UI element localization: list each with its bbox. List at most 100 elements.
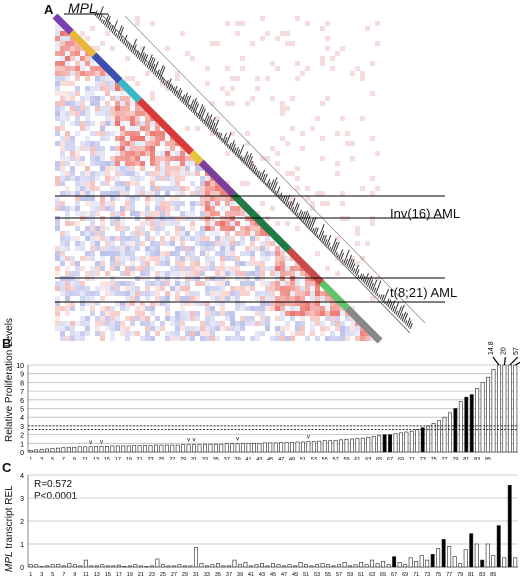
bar	[403, 564, 408, 568]
bar	[342, 562, 347, 568]
y-tick-label: 1	[20, 542, 24, 549]
bar	[100, 564, 105, 568]
bar	[164, 444, 169, 453]
bar	[448, 412, 452, 453]
bar	[149, 565, 154, 568]
bar	[409, 430, 414, 453]
stat-p: P<0.0001	[34, 491, 78, 502]
bar	[282, 565, 286, 568]
x-tick-label: 81	[468, 572, 474, 578]
bar	[171, 565, 176, 568]
bar	[137, 445, 142, 453]
x-tick-label: 7	[62, 572, 65, 578]
bar	[442, 416, 447, 453]
x-tick-label: 45	[267, 457, 273, 460]
x-tick-label: 73	[424, 572, 430, 578]
bar	[160, 564, 165, 568]
bar	[513, 364, 518, 453]
bar	[309, 565, 314, 568]
bar	[348, 565, 353, 568]
x-tick-label: 13	[94, 572, 100, 578]
x-tick-label: 61	[354, 457, 360, 460]
bar	[241, 443, 245, 453]
bar	[279, 442, 284, 453]
x-tick-label: 71	[413, 572, 419, 578]
bar	[83, 559, 88, 568]
bar	[377, 435, 382, 453]
bar-filled	[430, 554, 435, 568]
x-tick-label: 83	[474, 457, 480, 460]
x-tick-label: 75	[435, 572, 441, 578]
bar	[408, 557, 413, 568]
outlier-leader-line	[492, 356, 500, 366]
y-tick-label: 5	[20, 407, 24, 414]
bar	[230, 443, 235, 453]
bar	[56, 563, 61, 568]
x-tick-label: 23	[149, 572, 155, 578]
bar	[252, 443, 256, 453]
t821-aml-label: t(8;21) AML	[390, 285, 458, 300]
bar	[355, 438, 360, 453]
bar	[260, 563, 264, 568]
bar	[45, 565, 50, 568]
bar	[89, 565, 94, 568]
x-tick-label: 25	[158, 457, 164, 460]
bar	[181, 444, 186, 453]
y-tick-label: 9	[20, 372, 24, 379]
outlier-label: 57	[513, 347, 520, 355]
bar	[132, 445, 137, 453]
bar	[513, 557, 518, 568]
bar	[227, 565, 231, 568]
outlier-leader-line	[514, 361, 520, 366]
x-tick-label: 43	[259, 572, 265, 578]
x-tick-label: 35	[213, 457, 219, 460]
bar	[61, 565, 66, 568]
x-tick-label: 47	[278, 457, 284, 460]
y-tick-label: 1	[20, 441, 24, 448]
bar	[193, 547, 198, 568]
x-tick-label: 57	[336, 572, 342, 578]
bar	[203, 443, 207, 453]
bar-filled	[480, 559, 485, 568]
y-tick-label: 2	[20, 433, 24, 440]
bar	[414, 560, 419, 568]
bar	[344, 439, 349, 453]
x-tick-label: 57	[333, 457, 339, 460]
bar	[290, 442, 294, 453]
diagonal-subgroup-bar	[68, 29, 97, 58]
x-tick-label: 31	[193, 572, 199, 578]
bar	[133, 564, 138, 568]
bar	[298, 562, 303, 568]
bar	[295, 441, 300, 453]
x-tick-label: 67	[391, 572, 397, 578]
bar	[39, 449, 44, 453]
bar	[224, 443, 229, 453]
bar	[474, 543, 479, 568]
x-tick-label: 9	[73, 572, 76, 578]
bar	[458, 563, 463, 568]
bar	[328, 440, 333, 453]
bar	[166, 565, 171, 568]
x-tick-label: 45	[270, 572, 276, 578]
x-tick-label: 85	[485, 457, 491, 460]
x-tick-label: 5	[51, 457, 54, 460]
bar	[155, 558, 160, 568]
bar	[159, 444, 164, 453]
x-tick-label: 63	[365, 457, 371, 460]
diagonal-subgroup-bar	[91, 52, 123, 84]
bar	[419, 555, 424, 568]
bar	[326, 564, 331, 568]
x-tick-label: 37	[224, 457, 230, 460]
bar	[333, 439, 338, 453]
x-tick-label: 5	[51, 572, 54, 578]
bar	[210, 564, 215, 568]
x-tick-label: 73	[420, 457, 426, 460]
bar	[502, 557, 507, 568]
x-tick-label: 25	[160, 572, 166, 578]
bar	[415, 429, 420, 453]
x-tick-label: 9	[73, 457, 76, 460]
bar	[188, 565, 193, 568]
bar	[232, 559, 237, 568]
bar	[175, 444, 180, 453]
